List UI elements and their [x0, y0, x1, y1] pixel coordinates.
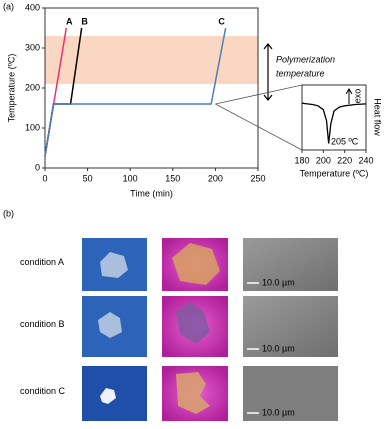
x-axis-label: Temperature (ºC) — [300, 168, 369, 178]
condition-label: condition A — [20, 257, 64, 267]
crystal — [172, 243, 220, 285]
scale-bar-label: 10.0 µm — [262, 343, 295, 353]
sem-image — [243, 296, 338, 357]
x-axis-label: Time (min) — [130, 188, 173, 198]
scale-bar-label: 10.0 µm — [262, 407, 295, 417]
y-tick-label: 400 — [25, 2, 40, 12]
inset-frame — [301, 84, 367, 151]
y-tick-label: 300 — [25, 42, 40, 52]
scale-bar-label: 10.0 µm — [262, 277, 295, 287]
x-tick-label: 250 — [250, 173, 265, 183]
series-label: C — [218, 16, 225, 26]
x-tick-label: 0 — [42, 173, 47, 183]
x-tick-label: 200 — [208, 173, 223, 183]
exo-label: exo — [352, 89, 362, 104]
x-tick-label: 180 — [294, 155, 309, 165]
crystal — [98, 312, 122, 338]
data-line — [44, 27, 227, 157]
arrow — [263, 43, 273, 101]
y-tick-label: 0 — [35, 162, 40, 172]
crystal — [100, 388, 116, 404]
peak-label: 205 ºC — [331, 136, 359, 146]
x-tick-label: 100 — [123, 173, 138, 183]
y-axis-label: Temperature (ºC) — [6, 54, 16, 123]
plot-frame — [44, 7, 259, 169]
y-tick-label: 100 — [25, 122, 40, 132]
x-tick-label: 220 — [337, 155, 352, 165]
annotation: Polymerization — [276, 54, 335, 64]
annotation: temperature — [276, 68, 325, 78]
x-tick-label: 200 — [316, 155, 331, 165]
x-tick-label: 150 — [165, 173, 180, 183]
sem-image — [243, 366, 338, 421]
series-label: A — [66, 16, 73, 26]
micrographs — [82, 238, 338, 421]
crystal — [176, 372, 210, 414]
sem-image — [243, 238, 338, 291]
x-tick-label: 240 — [358, 155, 373, 165]
x-tick-label: 50 — [83, 173, 93, 183]
data-line — [301, 102, 367, 144]
crystal — [176, 302, 210, 344]
crystal — [100, 252, 128, 278]
y-tick-label: 200 — [25, 82, 40, 92]
condition-label: condition B — [20, 319, 65, 329]
panel-label: (b) — [3, 208, 14, 218]
condition-label: condition C — [20, 386, 66, 396]
zoom-lines — [215, 84, 303, 151]
y-axis-label: Heat flow — [373, 98, 383, 136]
panel-label: (a) — [3, 1, 14, 11]
series-label: B — [81, 16, 88, 26]
exo-arrow — [345, 88, 353, 104]
